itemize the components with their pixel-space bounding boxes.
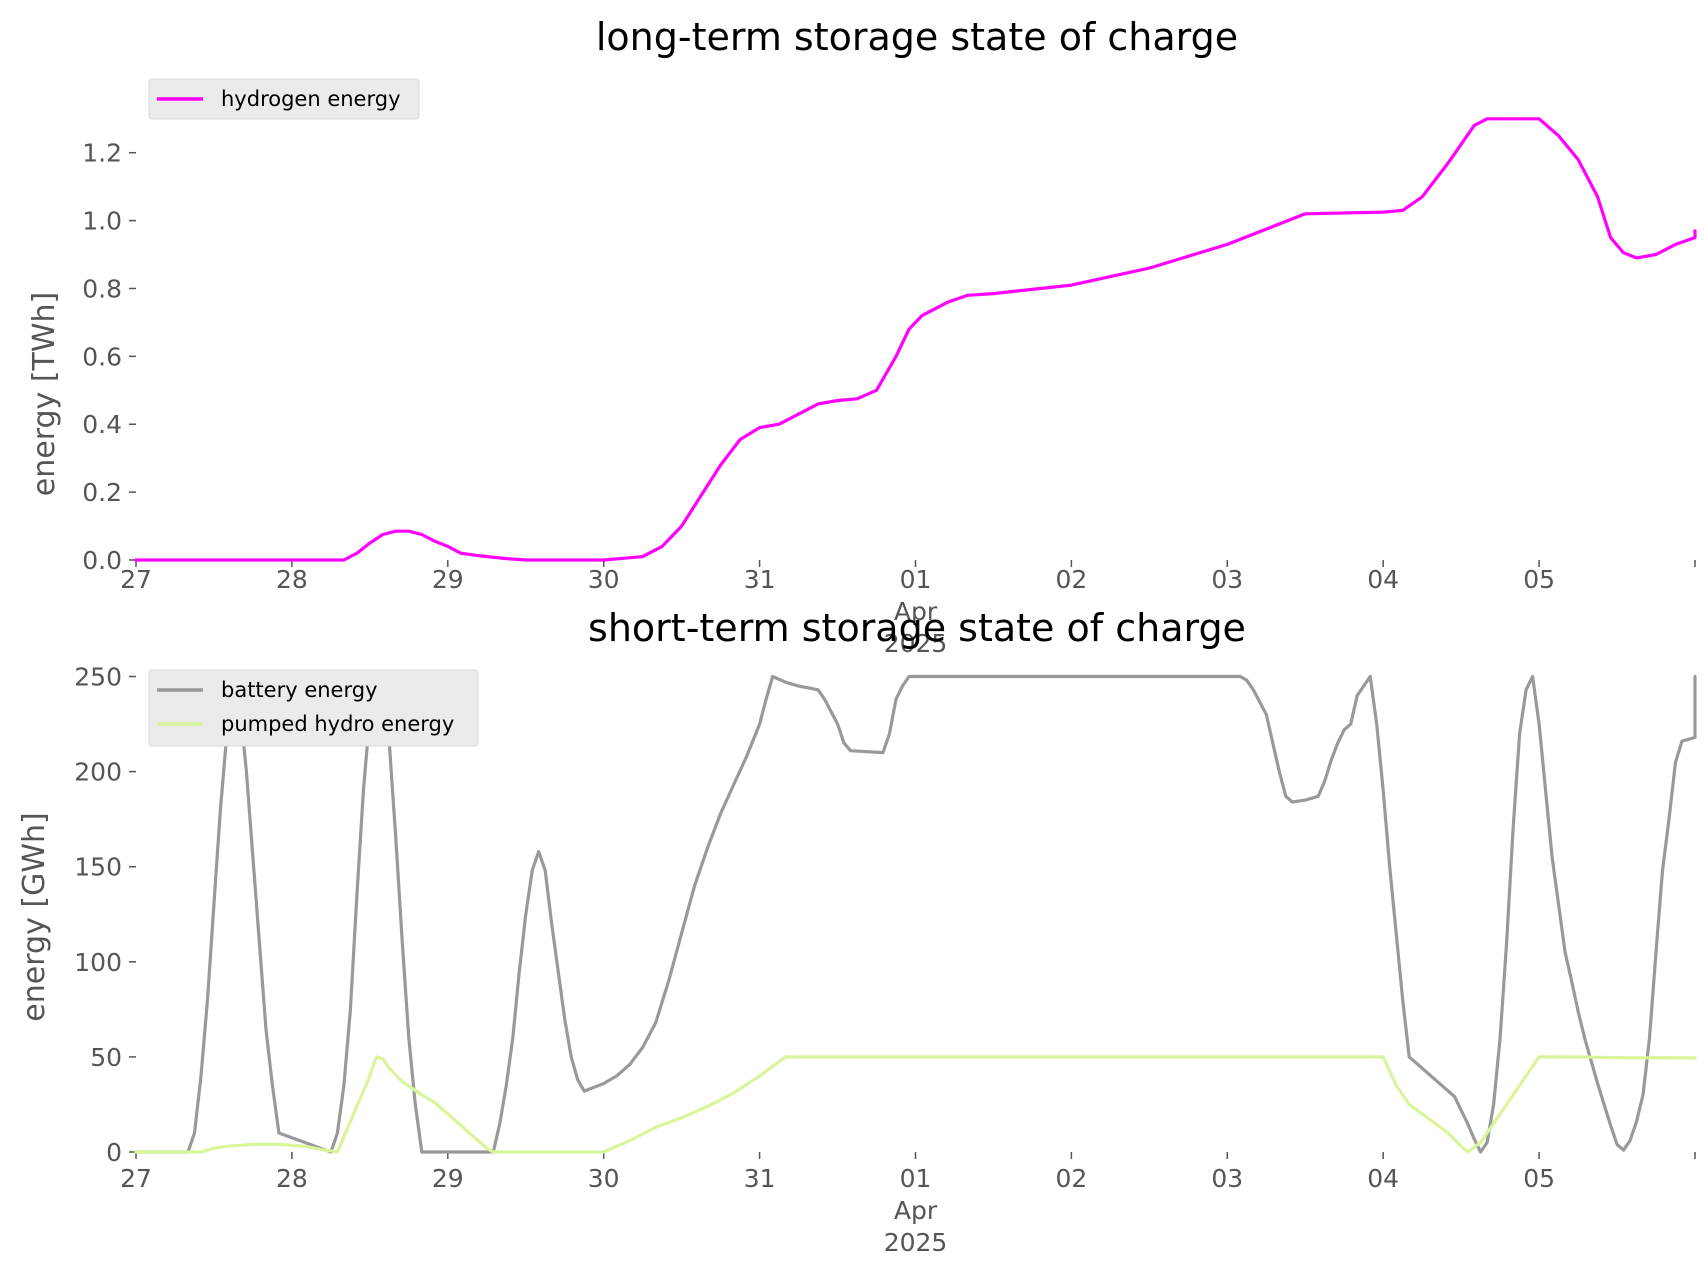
long-term-y-axis-label: energy [TWh] [27,292,62,496]
long-term-storage-panel: long-term storage state of charge energy… [27,15,1697,658]
legend-box [148,78,420,120]
y-tick-label: 200 [74,758,122,787]
x-tick-label: 31 [744,1164,776,1193]
short-term-chart-title: short-term storage state of charge [588,606,1246,650]
series-line-pumped-hydro-energy [134,1055,1697,1154]
x-tick-label: 28 [276,565,308,594]
x-tick-label: 27 [120,1164,152,1193]
short-term-y-axis-label: energy [GWh] [17,812,52,1021]
x-tick-label: 29 [432,565,464,594]
legend-label: pumped hydro energy [221,712,454,736]
y-tick-label: 1.2 [82,139,122,168]
x-tick-label: 28 [276,1164,308,1193]
x-tick-label: 30 [588,565,620,594]
long-term-chart-title: long-term storage state of charge [596,15,1238,59]
legend-box [148,669,479,747]
y-tick-label: 0.4 [82,410,122,439]
x-tick-label: 27 [120,565,152,594]
x-tick-label: 04 [1367,1164,1399,1193]
x-tick-label: 05 [1523,565,1555,594]
series-line-battery-energy [134,674,1697,1154]
x-tick-label: 02 [1055,565,1087,594]
x-tick-label: 01 Apr 2025 [884,1164,948,1257]
x-tick-label: 02 [1055,1164,1087,1193]
y-tick-label: 0.2 [82,478,122,507]
y-tick-label: 0 [106,1138,122,1167]
short-term-storage-panel: short-term storage state of charge energ… [17,606,1697,1257]
x-tick-label: 29 [432,1164,464,1193]
y-tick-label: 50 [90,1043,122,1072]
y-tick-label: 150 [74,853,122,882]
x-tick-label: 01 Apr 2025 [884,565,948,658]
y-tick-label: 100 [74,948,122,977]
y-tick-label: 1.0 [82,207,122,236]
legend-label: hydrogen energy [221,87,401,111]
y-tick-label: 250 [74,663,122,692]
y-tick-label: 0.8 [82,274,122,303]
x-tick-label: 30 [588,1164,620,1193]
legend-label: battery energy [221,678,378,702]
series-line-hydrogen-energy [134,117,1697,562]
x-tick-label: 31 [744,565,776,594]
x-tick-label: 03 [1211,1164,1243,1193]
y-tick-label: 0.0 [82,546,122,575]
y-tick-label: 0.6 [82,342,122,371]
x-tick-label: 05 [1523,1164,1555,1193]
x-tick-label: 03 [1211,565,1243,594]
x-tick-label: 04 [1367,565,1399,594]
